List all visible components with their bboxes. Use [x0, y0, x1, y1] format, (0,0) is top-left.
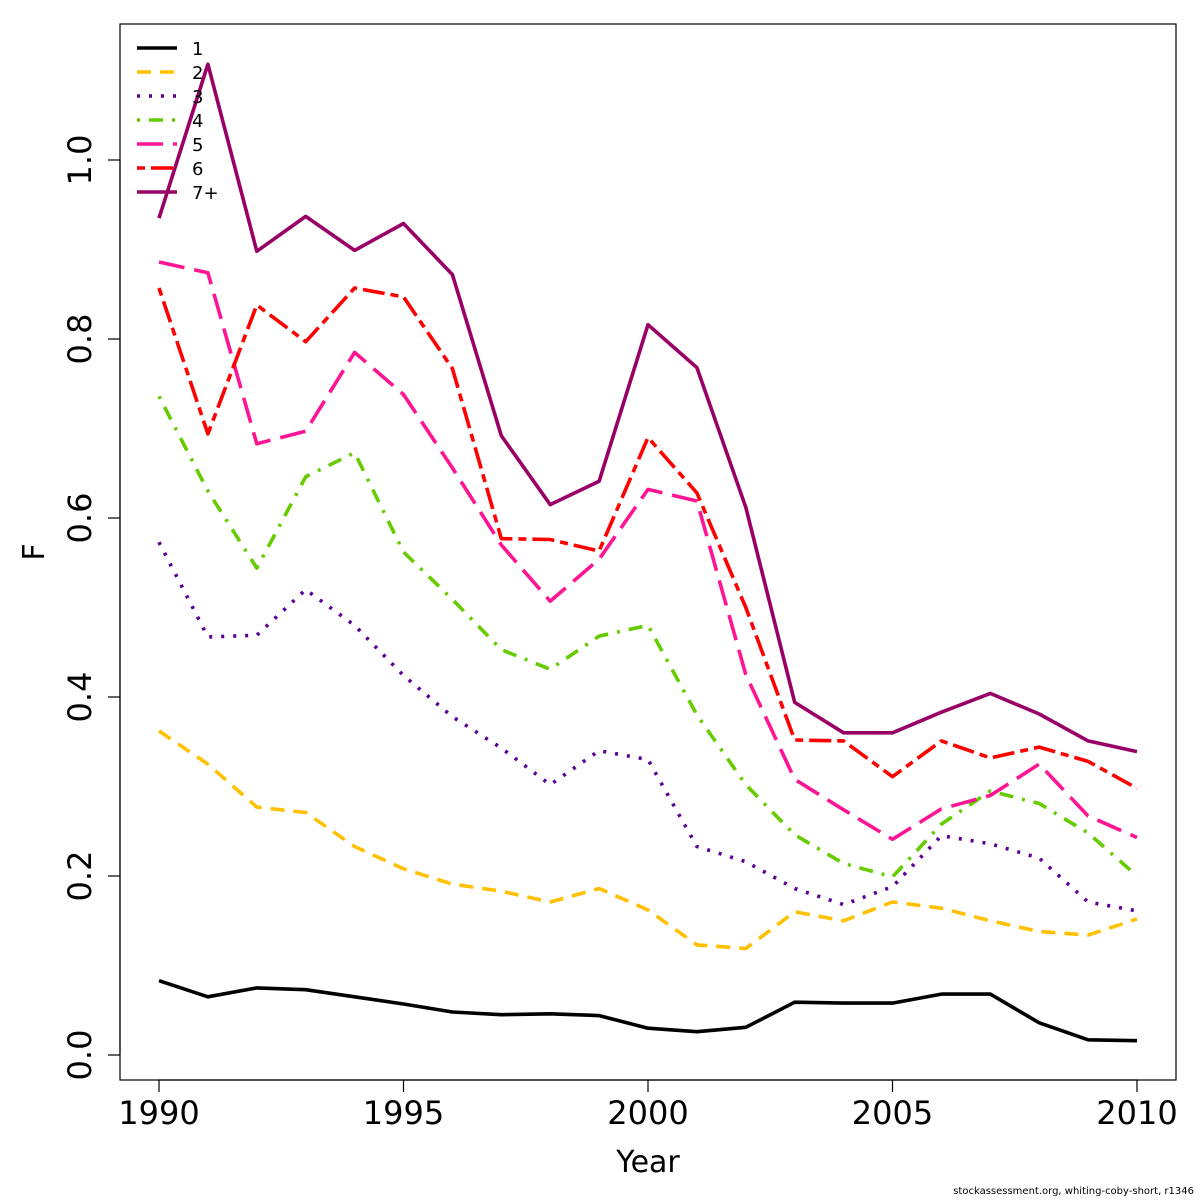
plot-frame	[119, 23, 1177, 1081]
x-tick-label: 1995	[363, 1094, 444, 1132]
legend-label: 3	[192, 87, 203, 108]
footer-credit: stockassessment.org, whiting-coby-short,…	[953, 1186, 1194, 1197]
series-line-7plus	[157, 62, 1138, 754]
y-tick-label: 1.0	[61, 135, 99, 186]
x-tick-label: 2005	[852, 1094, 933, 1132]
series-line-4	[157, 395, 1139, 879]
legend-label: 7+	[192, 183, 219, 204]
series-line-5	[158, 260, 1138, 842]
series-line-6	[157, 286, 1138, 790]
y-axis: 0.0 0.2 0.4 0.6 0.8 1.0	[61, 135, 121, 1081]
x-axis-title: Year	[615, 1145, 680, 1180]
x-tick-label: 1990	[118, 1094, 199, 1132]
series-line-1	[158, 978, 1138, 1043]
y-tick-label: 0.2	[61, 851, 99, 902]
series-layer	[157, 62, 1139, 1043]
legend-label: 1	[192, 39, 203, 60]
y-axis-title: F	[17, 543, 52, 560]
series-line-3	[157, 541, 1138, 913]
series-line-2	[157, 729, 1138, 951]
y-tick-label: 0.8	[61, 314, 99, 365]
legend-label: 6	[192, 159, 203, 180]
legend-label: 5	[192, 135, 203, 156]
x-tick-label: 2010	[1096, 1094, 1177, 1132]
legend-label: 4	[192, 111, 203, 132]
legend-label: 2	[192, 63, 203, 84]
legend: 1 2 3 4 5 6 7+	[137, 39, 219, 204]
y-tick-label: 0.4	[61, 672, 99, 723]
x-axis: 1990 1995 2000 2005 2010	[118, 1079, 1178, 1132]
y-tick-label: 0.6	[61, 493, 99, 544]
y-tick-label: 0.0	[61, 1030, 99, 1081]
x-tick-label: 2000	[607, 1094, 688, 1132]
